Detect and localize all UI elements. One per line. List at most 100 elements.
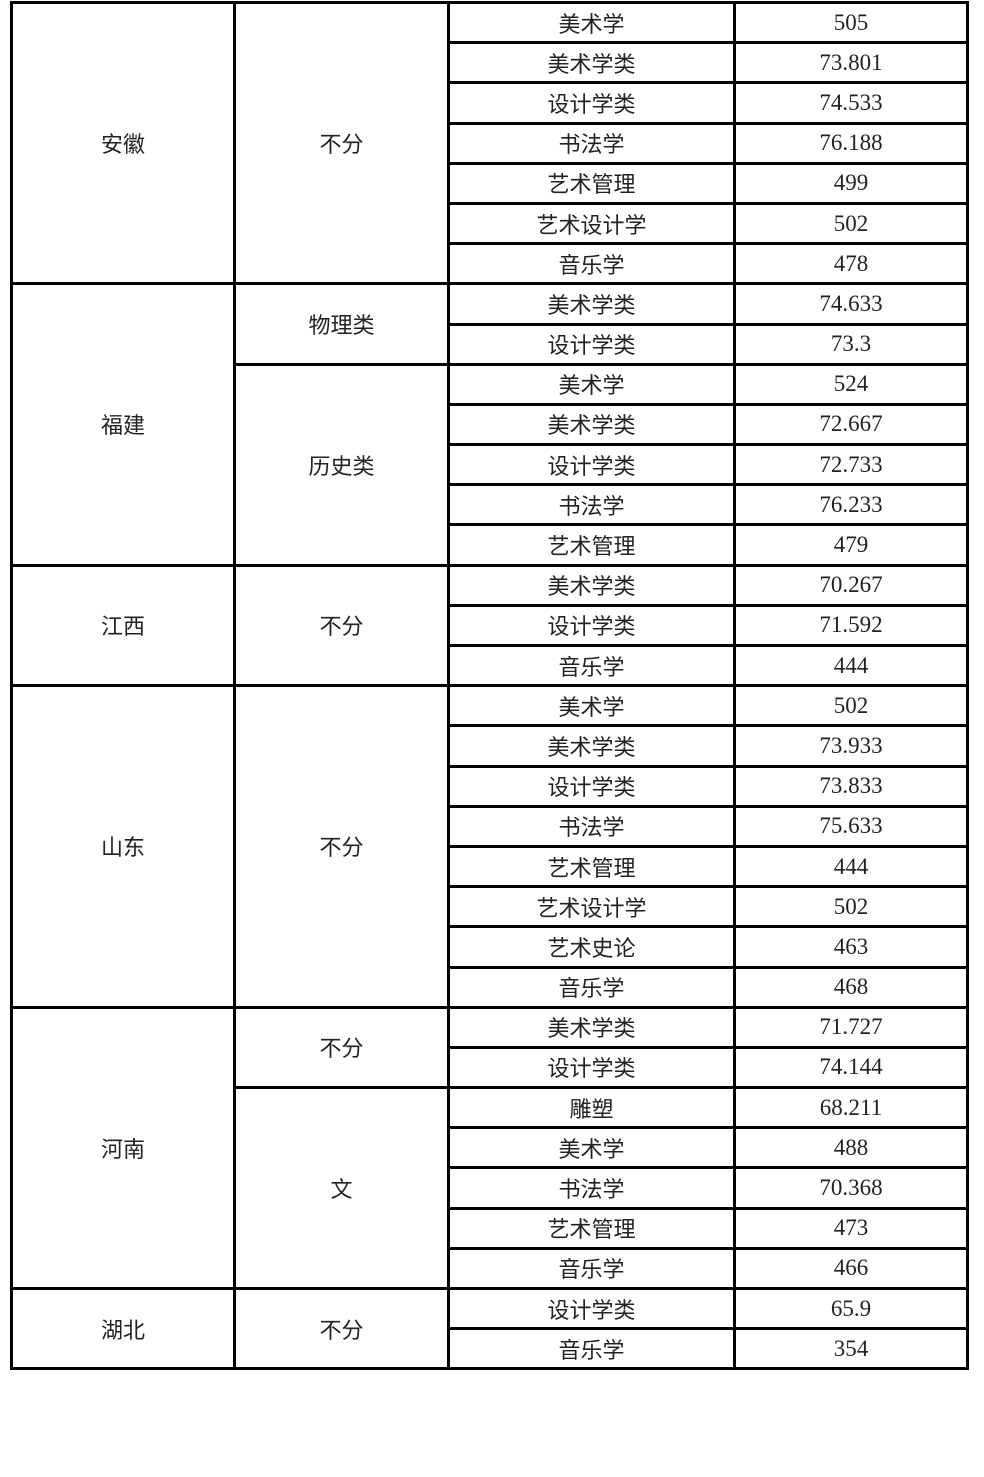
major-cell: 艺术管理 (447, 161, 736, 205)
score-cell: 72.667 (733, 402, 969, 447)
table-row: 山东 不分 美术学 502 (10, 684, 969, 1009)
table-row: 河南 不分 美术学类 71.727 (10, 1005, 969, 1291)
table-row: 湖北 不分 设计学类 65.9 (10, 1286, 969, 1371)
major-cell: 音乐学 (447, 242, 736, 286)
major-cell: 书法学 (447, 483, 736, 527)
major-cell: 雕塑 (447, 1086, 736, 1130)
category-cell: 历史类 (233, 362, 450, 567)
score-cell: 71.727 (733, 1005, 969, 1049)
table-row: 历史类 美术学 524 (12, 362, 969, 567)
province-cell: 福建 (10, 282, 236, 567)
major-cell: 设计学类 (447, 443, 736, 487)
table-row: 安徽 不分 美术学 505 (10, 0, 969, 286)
major-cell: 美术学 (447, 0, 736, 45)
score-cell: 463 (733, 925, 969, 969)
major-cell: 设计学类 (447, 1045, 736, 1090)
score-cell: 473 (733, 1206, 969, 1250)
score-cell: 478 (733, 242, 969, 286)
table-row: 福建 物理类 美术学类 74.633 (10, 282, 969, 567)
table-row: 艺术设计学 502 (12, 201, 969, 246)
province-cell: 山东 (10, 684, 236, 1009)
table-row: 设计学类 74.533 (12, 81, 969, 125)
major-cell: 设计学类 (447, 322, 736, 366)
table-row: 书法学 76.188 (12, 121, 969, 165)
score-cell: 74.533 (733, 81, 969, 125)
major-cell: 设计学类 (447, 603, 736, 648)
major-cell: 美术学类 (447, 41, 736, 85)
province-cell: 湖北 (10, 1286, 236, 1371)
score-cell: 502 (733, 885, 969, 929)
table-row: 设计学类 71.592 (12, 603, 969, 648)
table-row: 江西 不分 美术学类 70.267 (10, 563, 969, 688)
table-row: 设计学类 73.833 (12, 764, 969, 808)
province-cell: 安徽 (10, 0, 236, 286)
score-table: 安徽 不分 美术学 505 美术学类 73.801 设计学类 74.533 书法学 76.188 艺… (10, 0, 969, 1371)
score-cell: 468 (733, 965, 969, 1009)
score-cell: 74.144 (733, 1045, 969, 1090)
table-row: 书法学 70.368 (12, 1166, 969, 1210)
major-cell: 美术学类 (447, 1005, 736, 1049)
score-cell: 70.267 (733, 563, 969, 607)
score-cell: 68.211 (733, 1086, 969, 1130)
score-cell: 524 (733, 362, 969, 406)
category-cell: 不分 (233, 1005, 450, 1090)
table-row: 书法学 75.633 (12, 804, 969, 848)
category-cell: 不分 (233, 0, 450, 286)
table-row: 音乐学 354 (12, 1327, 969, 1371)
table-row: 音乐学 468 (12, 965, 969, 1009)
province-cell: 河南 (10, 1005, 236, 1291)
table-row: 设计学类 73.3 (12, 322, 969, 366)
score-cell: 74.633 (733, 282, 969, 326)
major-cell: 设计学类 (447, 81, 736, 125)
category-cell: 文 (233, 1086, 450, 1290)
major-cell: 艺术设计学 (447, 885, 736, 929)
score-cell: 65.9 (733, 1286, 969, 1331)
major-cell: 音乐学 (447, 1327, 736, 1371)
score-cell: 73.833 (733, 764, 969, 808)
score-cell: 354 (733, 1327, 969, 1371)
table-row: 艺术史论 463 (12, 925, 969, 969)
score-cell: 76.233 (733, 483, 969, 527)
score-cell: 73.801 (733, 41, 969, 85)
table-row: 设计学类 74.144 (12, 1045, 969, 1090)
major-cell: 音乐学 (447, 1246, 736, 1291)
major-cell: 美术学 (447, 1126, 736, 1170)
table-row: 文雕塑 68.211 (12, 1086, 969, 1290)
table-row: 美术学类 73.933 (12, 724, 969, 768)
province-cell: 江西 (10, 563, 236, 688)
score-cell: 71.592 (733, 603, 969, 648)
table-row: 艺术管理 473 (12, 1206, 969, 1250)
score-cell: 73.933 (733, 724, 969, 768)
category-cell: 不分 (233, 563, 450, 688)
major-cell: 艺术史论 (447, 925, 736, 969)
major-cell: 艺术管理 (447, 844, 736, 889)
major-cell: 设计学类 (447, 764, 736, 808)
category-cell: 不分 (233, 684, 450, 1009)
table-row: 艺术设计学 502 (12, 885, 969, 929)
score-cell: 76.188 (733, 121, 969, 165)
score-cell: 499 (733, 161, 969, 205)
major-cell: 设计学类 (447, 1286, 736, 1331)
major-cell: 美术学类 (447, 563, 736, 607)
table-row: 艺术管理 499 (12, 161, 969, 205)
score-cell: 73.3 (733, 322, 969, 366)
major-cell: 美术学类 (447, 282, 736, 326)
category-cell: 物理类 (233, 282, 450, 366)
score-cell: 502 (733, 684, 969, 728)
table-row: 美术学类 72.667 (12, 402, 969, 447)
score-cell: 444 (733, 844, 969, 889)
major-cell: 美术学类 (447, 724, 736, 768)
score-cell: 488 (733, 1126, 969, 1170)
table-row: 美术学类 73.801 (12, 41, 969, 85)
major-cell: 音乐学 (447, 643, 736, 688)
major-cell: 美术学类 (447, 402, 736, 447)
score-cell: 505 (733, 0, 969, 45)
table-row: 艺术管理 444 (12, 844, 969, 889)
major-cell: 书法学 (447, 1166, 736, 1210)
score-cell: 444 (733, 643, 969, 688)
table-row: 音乐学 478 (12, 242, 969, 286)
score-cell: 479 (733, 523, 969, 567)
table-row: 美术学 488 (12, 1126, 969, 1170)
score-cell: 72.733 (733, 443, 969, 487)
major-cell: 美术学 (447, 362, 736, 406)
